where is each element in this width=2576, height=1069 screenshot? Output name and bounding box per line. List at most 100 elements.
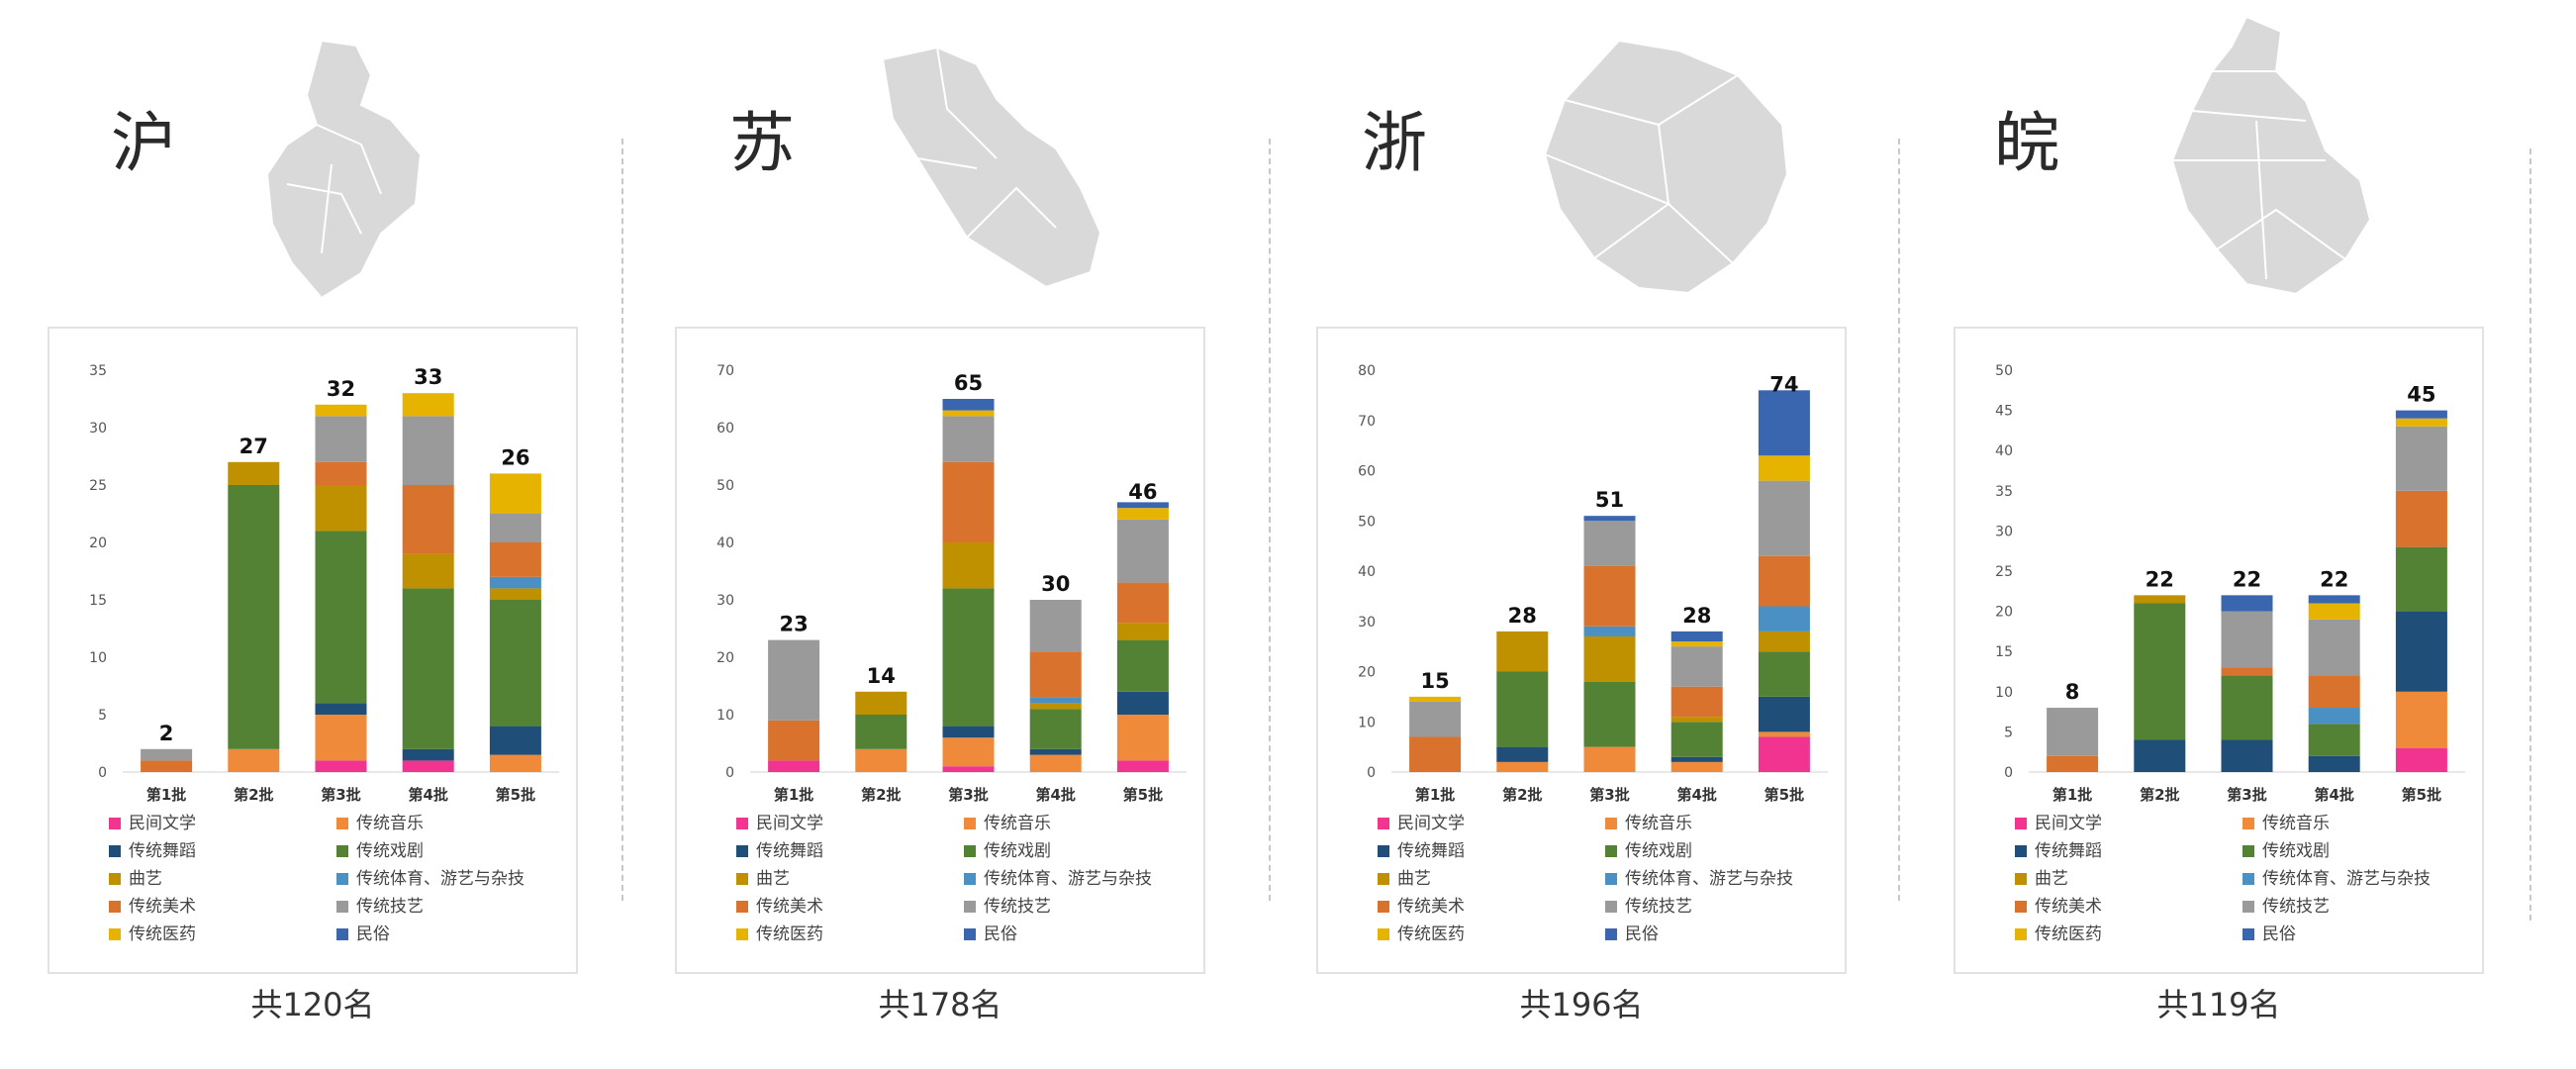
- province-title: 沪: [111, 105, 176, 181]
- category-label: 第4批: [1035, 786, 1075, 804]
- bar-segment: [402, 416, 454, 485]
- legend-label: 传统技艺: [1625, 897, 1692, 917]
- y-tick-label: 25: [89, 478, 107, 494]
- y-tick-label: 0: [725, 765, 734, 781]
- bar-segment: [489, 726, 541, 755]
- bar-segment: [141, 760, 193, 772]
- chart-box: 0 5 10 15 20 25 30 35 40 45 50 8 第1批 22 第2批 22 第3批 22 第4批 4…: [1954, 327, 2484, 974]
- bar-total-label: 74: [1769, 372, 1798, 396]
- panel-shanghai: 沪 0 5 10 15 20 25 30 35 2 第1批 27 第2批 32 第3批 33 第4批 26 第5批…: [0, 0, 594, 1069]
- bar-segment: [2308, 708, 2360, 725]
- legend-swatch: [964, 901, 976, 913]
- y-tick-label: 15: [89, 593, 107, 609]
- bar-segment: [2395, 747, 2447, 772]
- category-label: 第1批: [1415, 786, 1455, 804]
- y-tick-label: 45: [1995, 404, 2013, 420]
- category-label: 第3批: [1589, 786, 1629, 804]
- bar-total-label: 15: [1420, 669, 1449, 693]
- legend-swatch: [336, 901, 348, 913]
- bar-segment: [2395, 691, 2447, 748]
- stacked-bar-chart: 0 5 10 15 20 25 30 35 2 第1批 27 第2批 32 第3批 33 第4批 26 第5批民间…: [89, 363, 559, 944]
- y-tick-label: 40: [716, 535, 734, 551]
- bar-segment: [2134, 739, 2186, 772]
- bar-segment: [2221, 595, 2273, 612]
- category-label: 第3批: [948, 786, 988, 804]
- bar-segment: [1758, 696, 1810, 732]
- bar-segment: [1029, 651, 1082, 698]
- bar-segment: [1029, 703, 1082, 710]
- bar-segment: [1583, 516, 1636, 522]
- bar-segment: [2047, 708, 2099, 756]
- total-count-label: 共196名: [1519, 986, 1644, 1023]
- bar-segment: [1116, 582, 1169, 624]
- bar-segment: [768, 639, 820, 721]
- bar-segment: [1116, 519, 1169, 583]
- legend-label: 民间文学: [1397, 814, 1465, 833]
- legend-swatch: [1378, 845, 1389, 857]
- bar-segment: [855, 715, 907, 749]
- bar-total-label: 2: [159, 722, 174, 745]
- bar-segment: [1758, 731, 1810, 737]
- y-tick-label: 10: [1995, 685, 2013, 701]
- y-tick-label: 10: [716, 708, 734, 724]
- category-label: 第5批: [1123, 786, 1163, 804]
- y-tick-label: 60: [1358, 464, 1376, 480]
- legend-swatch: [1378, 818, 1389, 829]
- bar-segment: [2047, 755, 2099, 772]
- y-tick-label: 25: [1995, 564, 2013, 580]
- bar-segment: [1116, 502, 1169, 509]
- legend-label: 传统音乐: [984, 814, 1051, 833]
- bar-segment: [1670, 722, 1723, 757]
- legend-label: 曲艺: [129, 869, 162, 889]
- divider: [1898, 139, 1900, 901]
- bar-segment: [402, 485, 454, 554]
- bar-segment: [315, 715, 367, 761]
- legend-swatch: [1605, 901, 1617, 913]
- bar-segment: [942, 542, 995, 589]
- bar-segment: [141, 748, 193, 761]
- bar-segment: [942, 726, 995, 738]
- y-tick-label: 40: [1995, 443, 2013, 459]
- legend-swatch: [2242, 928, 2254, 940]
- legend-label: 民间文学: [129, 814, 196, 833]
- legend-swatch: [2242, 873, 2254, 885]
- bar-segment: [942, 416, 995, 462]
- panel-jiangsu: 苏 0 10 20 30 40 50 60 70 23 第1批 14 第2批 65 第3批 30 第4批 46 第…: [625, 0, 1219, 1069]
- bar-total-label: 26: [501, 445, 529, 469]
- bar-segment: [855, 691, 907, 715]
- bar-segment: [1583, 626, 1636, 636]
- bar-segment: [768, 720, 820, 761]
- bar-segment: [942, 766, 995, 772]
- category-label: 第3批: [2227, 786, 2266, 804]
- legend-label: 传统音乐: [356, 814, 424, 833]
- bar-segment: [1583, 565, 1636, 627]
- legend-label: 传统技艺: [984, 897, 1051, 917]
- bar-segment: [489, 754, 541, 772]
- bar-segment: [942, 410, 995, 417]
- legend-swatch: [109, 845, 121, 857]
- divider: [2529, 148, 2531, 921]
- bar-segment: [1670, 686, 1723, 718]
- bar-segment: [1116, 623, 1169, 640]
- bar-segment: [228, 485, 280, 749]
- legend-swatch: [964, 928, 976, 940]
- bar-segment: [1116, 639, 1169, 692]
- chart-box: 0 10 20 30 40 50 60 70 23 第1批 14 第2批 65 第3批 30 第4批 46 第5批…: [675, 327, 1205, 974]
- panel-anhui: 皖 0 5 10 15 20 25 30 35 40 45 50 8 第1批 22 第2批 22 第3批 22 第4…: [1910, 0, 2504, 1069]
- bar-segment: [2308, 755, 2360, 772]
- bar-segment: [1116, 691, 1169, 715]
- bar-segment: [2395, 410, 2447, 419]
- bar-segment: [402, 760, 454, 772]
- y-tick-label: 30: [716, 593, 734, 609]
- legend-swatch: [2015, 818, 2027, 829]
- category-label: 第5批: [496, 786, 535, 804]
- bar-segment: [1670, 646, 1723, 687]
- y-tick-label: 10: [1358, 715, 1376, 730]
- bar-segment: [1670, 761, 1723, 772]
- category-label: 第1批: [146, 786, 186, 804]
- bar-segment: [2221, 611, 2273, 668]
- y-tick-label: 70: [1358, 414, 1376, 430]
- bar-segment: [1670, 756, 1723, 762]
- panel-zhejiang: 浙 0 10 20 30 40 50 60 70 80 15 第1批 28 第2批 51 第3批 28 第4批 7…: [1273, 0, 1866, 1069]
- legend-swatch: [2015, 845, 2027, 857]
